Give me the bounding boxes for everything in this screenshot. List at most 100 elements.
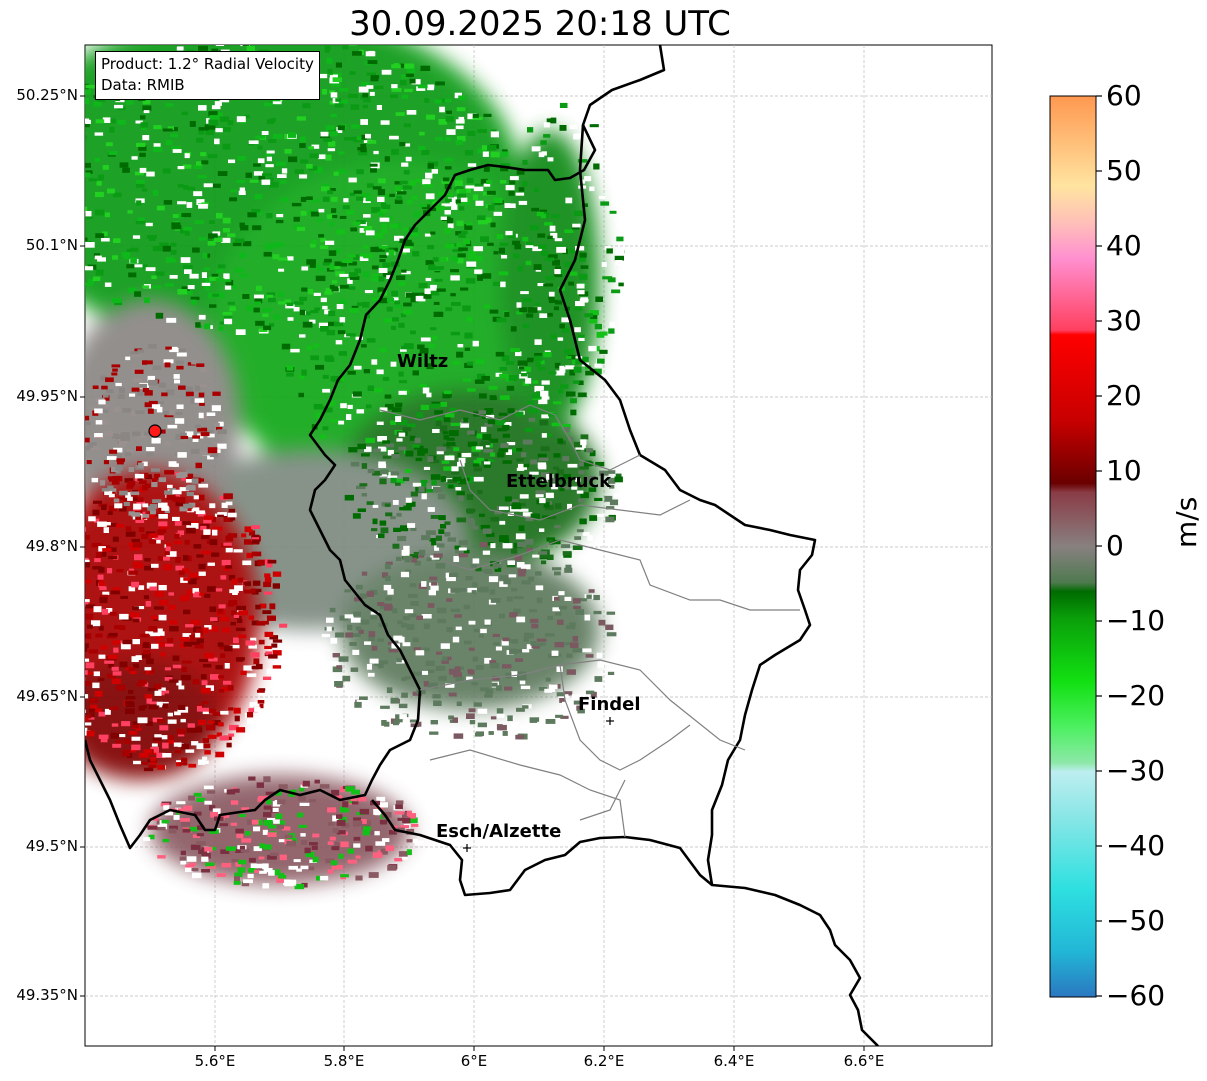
radar-pixel bbox=[380, 209, 388, 213]
radar-pixel bbox=[534, 339, 542, 345]
radar-pixel bbox=[462, 378, 471, 382]
radar-pixel bbox=[199, 402, 205, 406]
radar-pixel bbox=[539, 528, 545, 532]
radar-pixel bbox=[141, 653, 151, 659]
radar-pixel bbox=[257, 145, 263, 150]
radar-pixel bbox=[185, 864, 195, 868]
radar-pixel bbox=[85, 671, 95, 675]
radar-pixel bbox=[113, 647, 119, 653]
radar-pixel bbox=[527, 358, 534, 363]
radar-pixel bbox=[497, 452, 505, 458]
radar-pixel bbox=[437, 493, 446, 500]
radar-pixel bbox=[329, 90, 336, 94]
radar-pixel bbox=[39, 135, 48, 141]
radar-pixel bbox=[499, 538, 506, 542]
radar-pixel bbox=[108, 664, 114, 668]
radar-pixel bbox=[538, 464, 547, 470]
radar-pixel bbox=[377, 602, 385, 607]
radar-pixel bbox=[152, 365, 162, 371]
radar-pixel bbox=[269, 603, 276, 610]
radar-pixel bbox=[330, 196, 338, 202]
radar-pixel bbox=[222, 126, 231, 132]
radar-pixel bbox=[365, 845, 373, 852]
radar-pixel bbox=[458, 247, 468, 251]
radar-pixel bbox=[426, 557, 432, 562]
radar-pixel bbox=[372, 297, 381, 302]
radar-pixel bbox=[153, 606, 164, 610]
radar-pixel bbox=[530, 513, 540, 519]
radar-pixel bbox=[259, 843, 265, 849]
radar-pixel bbox=[564, 596, 572, 601]
radar-pixel bbox=[454, 92, 462, 99]
radar-pixel bbox=[593, 610, 602, 615]
radar-pixel bbox=[607, 671, 615, 675]
radar-pixel bbox=[574, 536, 582, 540]
radar-pixel bbox=[261, 131, 269, 135]
radar-pixel bbox=[144, 558, 151, 562]
radar-pixel bbox=[364, 446, 372, 452]
radar-pixel bbox=[254, 294, 264, 299]
radar-pixel bbox=[495, 372, 503, 377]
radar-pixel bbox=[450, 269, 459, 273]
radar-pixel bbox=[431, 480, 437, 486]
radar-pixel bbox=[389, 135, 399, 140]
radar-pixel bbox=[331, 286, 339, 292]
radar-pixel bbox=[543, 134, 551, 138]
radar-pixel bbox=[380, 527, 389, 534]
radar-pixel bbox=[387, 865, 397, 871]
radar-pixel bbox=[85, 172, 91, 178]
radar-pixel bbox=[587, 535, 593, 541]
radar-pixel bbox=[327, 822, 335, 826]
radar-pixel bbox=[327, 841, 334, 845]
radar-pixel bbox=[201, 687, 211, 694]
radar-pixel bbox=[180, 818, 190, 822]
radar-pixel bbox=[371, 359, 378, 365]
radar-pixel bbox=[518, 366, 525, 370]
radar-pixel bbox=[354, 701, 362, 708]
radar-pixel bbox=[125, 708, 135, 715]
radar-pixel bbox=[251, 539, 260, 544]
radar-pixel bbox=[382, 271, 392, 278]
radar-pixel bbox=[223, 39, 229, 43]
radar-pixel bbox=[239, 252, 247, 258]
radar-pixel bbox=[35, 176, 44, 181]
radar-pixel bbox=[111, 478, 120, 485]
radar-pixel bbox=[293, 859, 301, 863]
radar-pixel bbox=[595, 296, 603, 302]
radar-pixel bbox=[185, 485, 196, 491]
radar-pixel bbox=[168, 592, 174, 596]
radar-pixel bbox=[532, 554, 540, 558]
radar-pixel bbox=[87, 442, 97, 448]
radar-pixel bbox=[379, 819, 388, 825]
radar-pixel bbox=[569, 398, 577, 404]
radar-pixel bbox=[322, 305, 328, 310]
radar-pixel bbox=[194, 398, 204, 403]
radar-pixel bbox=[70, 123, 76, 127]
radar-pixel bbox=[417, 344, 425, 350]
radar-pixel bbox=[377, 178, 386, 184]
radar-pixel bbox=[471, 525, 479, 530]
radar-pixel bbox=[310, 355, 319, 361]
radar-pixel bbox=[335, 271, 345, 277]
lon-tick-label: 6°E bbox=[460, 1052, 488, 1070]
radar-pixel bbox=[179, 471, 188, 478]
radar-pixel bbox=[352, 801, 359, 805]
radar-pixel bbox=[85, 604, 95, 609]
radar-pixel bbox=[378, 268, 388, 273]
radar-pixel bbox=[390, 477, 397, 484]
radar-pixel bbox=[500, 281, 506, 288]
radar-pixel bbox=[445, 572, 451, 578]
radar-pixel bbox=[95, 119, 105, 124]
radar-pixel bbox=[379, 217, 390, 222]
radar-pixel bbox=[444, 210, 451, 215]
radar-pixel bbox=[489, 589, 496, 595]
radar-pixel bbox=[563, 426, 570, 433]
radar-pixel bbox=[218, 675, 225, 679]
radar-pixel bbox=[74, 141, 79, 145]
radar-pixel bbox=[106, 608, 113, 614]
radar-pixel bbox=[496, 685, 502, 691]
radar-pixel bbox=[224, 285, 232, 290]
radar-pixel bbox=[480, 524, 491, 530]
radar-pixel bbox=[552, 401, 562, 405]
radar-pixel bbox=[272, 801, 281, 807]
